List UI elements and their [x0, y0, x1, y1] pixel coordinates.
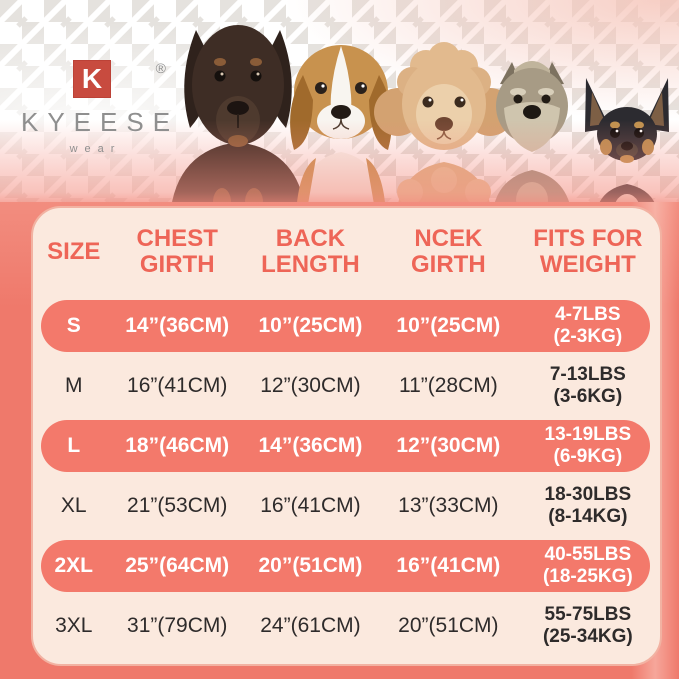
table-row-m: M 16”(41CM) 12”(30CM) 11”(28CM) 7-13LBS(…	[33, 356, 660, 416]
hero-banner: K ® KYEESE wear	[0, 0, 679, 216]
neck-value: 11”(28CM)	[398, 374, 498, 397]
neck-value: 16”(41CM)	[396, 554, 501, 577]
chest-value: 18”(46CM)	[125, 434, 230, 457]
chest-value: 31”(79CM)	[127, 614, 228, 637]
hero-bottom-fade	[0, 120, 679, 216]
chest-value: 21”(53CM)	[127, 494, 228, 517]
back-value: 16”(41CM)	[260, 494, 361, 517]
chest-value: 16”(41CM)	[127, 374, 228, 397]
size-value: M	[65, 374, 83, 397]
back-value: 10”(25CM)	[258, 314, 363, 337]
size-table-card: SIZE CHEST GIRTH BACK LENGTH NCEK GIRTH FIT…	[31, 206, 662, 666]
table-header-row: SIZE CHEST GIRTH BACK LENGTH NCEK GIRTH FIT…	[33, 208, 660, 296]
size-value: XL	[60, 494, 87, 517]
size-value: 2XL	[54, 554, 93, 577]
header-back-length: BACK LENGTH	[261, 225, 360, 278]
brand-logo-mark: K	[73, 60, 111, 98]
back-value: 20”(51CM)	[258, 554, 363, 577]
size-value: 3XL	[55, 614, 93, 637]
neck-value: 12”(30CM)	[396, 434, 501, 457]
weight-value: 55-75LBS (25-34KG)	[542, 603, 633, 647]
brand-logo: K ® KYEESE wear	[12, 60, 172, 155]
table-row-xl: XL 21”(53CM) 16”(41CM) 13”(33CM) 18-30LB…	[33, 476, 660, 536]
weight-value: 40-55LBS (18-25KG)	[542, 543, 633, 587]
hero-illustration	[0, 0, 679, 216]
neck-value: 13”(33CM)	[398, 494, 499, 517]
chest-value: 14”(36CM)	[125, 314, 230, 337]
back-value: 24”(61CM)	[260, 614, 361, 637]
back-value: 14”(36CM)	[258, 434, 363, 457]
neck-value: 20”(51CM)	[398, 614, 499, 637]
weight-value: 13-19LBS (6-9KG)	[544, 423, 632, 467]
weight-value: 18-30LBS (8-14KG)	[544, 483, 632, 527]
brand-logo-letter: K	[81, 63, 103, 94]
size-value: L	[67, 434, 81, 457]
table-row-s: S 14”(36CM) 10”(25CM) 10”(25CM) 4-7LBS (2…	[33, 296, 660, 356]
weight-value: 4-7LBS (2-3KG)	[553, 303, 623, 347]
weight-value: 7-13LBS (3-6KG)	[549, 363, 626, 407]
header-size: SIZE	[47, 238, 101, 266]
table-row-3xl: 3XL 31”(79CM) 24”(61CM) 20”(51CM) 55-75L…	[33, 596, 660, 656]
size-value: S	[66, 314, 81, 337]
registered-trademark-icon: ®	[155, 60, 166, 76]
table-row-2xl: 2XL 25”(64CM) 20”(51CM) 16”(41CM) 40-55L…	[33, 536, 660, 596]
header-fits-for-weight: FITS FOR WEIGHT	[533, 225, 643, 278]
chest-value: 25”(64CM)	[125, 554, 230, 577]
header-neck-girth: NCEK GIRTH	[411, 225, 486, 278]
brand-name: KYEESE	[21, 107, 180, 137]
neck-value: 10”(25CM)	[396, 314, 501, 337]
table-row-l: L 18”(46CM) 14”(36CM) 12”(30CM) 13-19LBS…	[33, 416, 660, 476]
header-chest-girth: CHEST GIRTH	[136, 225, 218, 278]
brand-tagline: wear	[69, 143, 122, 155]
back-value: 12”(30CM)	[260, 374, 361, 397]
